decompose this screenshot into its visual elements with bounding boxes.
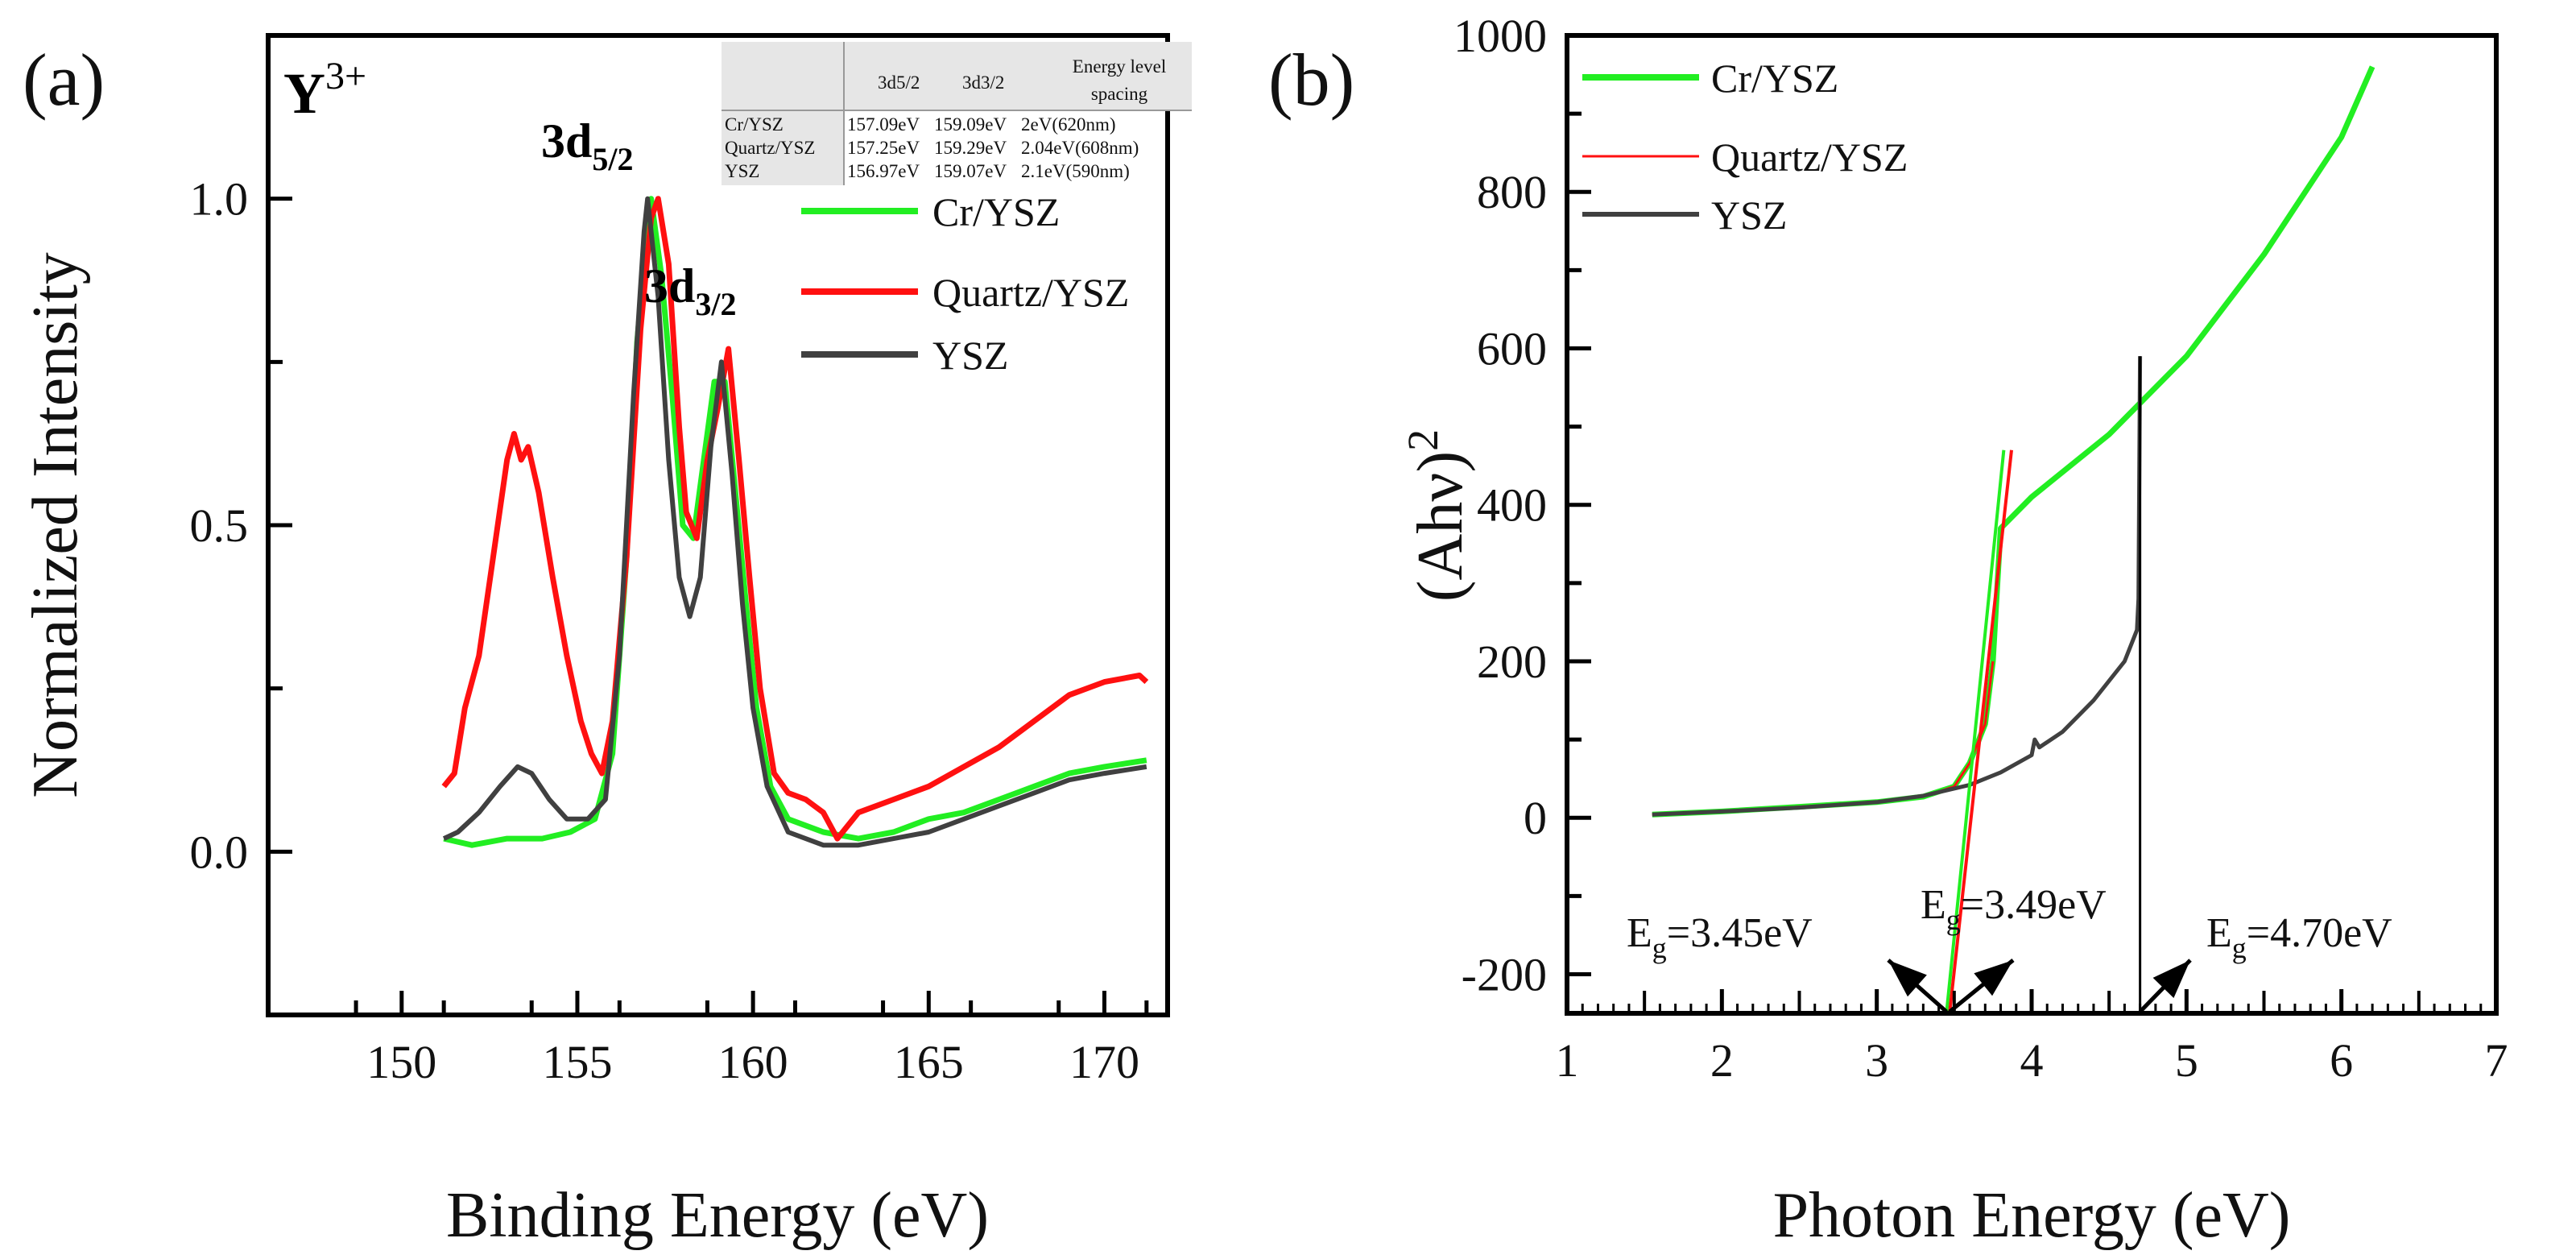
x-tick-label: 3 — [1865, 1034, 1888, 1087]
panel-a-y-axis-title: Normalized Intensity — [20, 252, 91, 798]
peak-table: 3d5/2 3d3/2 Energy level spacing Cr/YSZ 1… — [722, 42, 1192, 185]
panel-label-a: (a) — [23, 39, 105, 121]
y-tick-label: 0.5 — [190, 499, 249, 552]
fit-line-quartz-ysz — [1948, 449, 2013, 1014]
table-row-label: Quartz/YSZ — [725, 138, 815, 158]
x-tick-label: 150 — [366, 1036, 436, 1088]
x-tick-label: 5 — [2175, 1034, 2198, 1087]
series-line-ysz — [442, 196, 1147, 848]
x-tick-label: 2 — [1710, 1034, 1734, 1087]
bandgap-label-349: Eg=3.49eV — [1921, 882, 2107, 936]
panel-b-legend: Cr/YSZ Quartz/YSZ YSZ — [1582, 56, 1908, 238]
table-header: spacing — [1091, 84, 1148, 104]
x-tick-label: 165 — [894, 1036, 964, 1088]
table-cell: 159.29eV — [934, 138, 1007, 158]
table-cell: 156.97eV — [847, 161, 920, 181]
y-tick-label: 800 — [1477, 166, 1547, 218]
x-tick-label: 6 — [2330, 1034, 2353, 1087]
legend-label-cr-ysz: Cr/YSZ — [1711, 56, 1838, 101]
table-cell: 2.1eV(590nm) — [1021, 161, 1130, 181]
table-cell: 159.09eV — [934, 114, 1007, 135]
series-line-quartz-ysz — [441, 196, 1149, 842]
table-cell: 157.09eV — [847, 114, 920, 135]
table-col-header-bg — [844, 42, 1192, 110]
peak-3d52-label: 3d5/2 — [541, 114, 634, 177]
legend-label-ysz: YSZ — [1711, 193, 1787, 238]
panel-a-frame — [266, 33, 1170, 1017]
x-tick-label: 160 — [718, 1036, 788, 1088]
table-row-label: Cr/YSZ — [725, 114, 784, 135]
bandgap-label-470: Eg=4.70eV — [2206, 910, 2392, 964]
peak-3d32-label: 3d3/2 — [644, 259, 737, 322]
panel-a-x-axis-title: Binding Energy (eV) — [446, 1180, 989, 1251]
table-header: Energy level — [1073, 56, 1166, 77]
panel-a-legend: Cr/YSZ Quartz/YSZ YSZ — [801, 189, 1129, 378]
bandgap-annotations: Eg=3.45eV Eg=3.49eV Eg=4.70eV — [1627, 882, 2392, 1013]
panel-label-b: (b) — [1268, 39, 1354, 121]
series-line-ysz — [1652, 356, 2143, 817]
arrow-470-icon — [2152, 960, 2190, 998]
ion-label: Y3+ — [283, 55, 366, 126]
arrow-349-icon — [1974, 960, 2013, 996]
y-tick-label: 600 — [1477, 322, 1547, 375]
y-tick-label: -200 — [1462, 948, 1547, 1000]
table-cell: 2eV(620nm) — [1021, 114, 1116, 135]
x-tick-label: 170 — [1069, 1036, 1139, 1088]
x-tick-label: 1 — [1556, 1034, 1579, 1087]
panel-a-plot: 150 155 160 165 170 0.0 0.5 1.0 Binding Energy … — [20, 33, 1192, 1251]
bandgap-label-345: Eg=3.45eV — [1627, 910, 1813, 964]
table-header: 3d3/2 — [962, 72, 1004, 93]
y-tick-label: 200 — [1477, 636, 1547, 688]
table-row-header-bg — [722, 42, 844, 185]
x-tick-label: 155 — [542, 1036, 612, 1088]
y-tick-label: 400 — [1477, 479, 1547, 532]
legend-label-ysz: YSZ — [932, 333, 1008, 378]
table-row-label: YSZ — [725, 161, 759, 181]
series-line-cr-ysz — [443, 196, 1147, 848]
y-tick-label: 1.0 — [190, 173, 249, 226]
y-tick-label: 0.0 — [190, 826, 249, 878]
y-tick-label: 0 — [1524, 792, 1547, 844]
panel-b-x-axis-title: Photon Energy (eV) — [1773, 1180, 2291, 1251]
fit-line-cr-ysz — [1945, 449, 2006, 1014]
legend-label-quartz-ysz: Quartz/YSZ — [1711, 135, 1908, 180]
table-cell: 157.25eV — [847, 138, 920, 158]
table-header: 3d5/2 — [878, 72, 920, 93]
panel-b-frame — [1565, 33, 2499, 1016]
x-tick-label: 4 — [2020, 1034, 2044, 1087]
panel-b-y-axis-title: (Ahν)2 — [1399, 429, 1476, 602]
legend-label-quartz-ysz: Quartz/YSZ — [932, 270, 1129, 315]
table-cell: 159.07eV — [934, 161, 1007, 181]
legend-label-cr-ysz: Cr/YSZ — [932, 189, 1060, 234]
panel-b-plot: 1 2 3 4 5 6 7 -200 0 200 400 600 800 1000 Photon Ener… — [1399, 10, 2508, 1251]
arrow-345-icon — [1888, 960, 1927, 997]
table-cell: 2.04eV(608nm) — [1021, 138, 1139, 158]
y-tick-label: 1000 — [1453, 10, 1547, 62]
x-tick-label: 7 — [2485, 1034, 2508, 1087]
